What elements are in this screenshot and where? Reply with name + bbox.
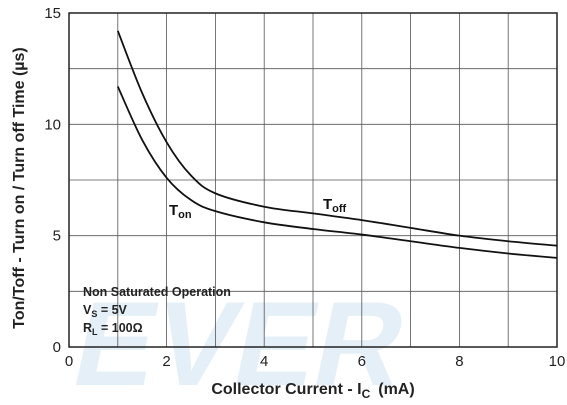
series-group <box>116 30 558 259</box>
series-label-ton: Ton <box>169 202 192 221</box>
y-tick-label: 10 <box>44 116 61 133</box>
x-axis-title: Collector Current - IC (mA) <box>211 381 414 401</box>
x-tick-label: 10 <box>549 353 566 370</box>
series-line-on <box>116 86 558 259</box>
x-tick-label: 2 <box>162 353 170 370</box>
x-tick-label: 6 <box>358 353 366 370</box>
note-operation: Non Saturated Operation <box>83 285 231 299</box>
x-tick-label: 8 <box>455 353 463 370</box>
x-tick-labels: 0 2 4 6 8 10 <box>65 353 566 370</box>
x-tick-label: 4 <box>260 353 268 370</box>
watermark: EVER <box>63 276 418 405</box>
x-tick-label: 0 <box>65 353 73 370</box>
note-rl: RL = 100Ω <box>83 321 143 337</box>
y-tick-labels: 0 5 10 15 <box>44 5 61 356</box>
plot-frame <box>68 12 558 348</box>
series-line-off <box>116 30 558 247</box>
y-axis-title: Ton/Toff - Turn on / Turn off Time (µs) <box>11 47 28 328</box>
grid <box>69 13 557 347</box>
y-tick-label: 5 <box>53 228 61 245</box>
note-vs: VS = 5V <box>83 303 128 319</box>
series-label-toff: Toff <box>323 196 347 215</box>
y-tick-label: 0 <box>53 339 61 356</box>
y-tick-label: 15 <box>44 5 61 22</box>
